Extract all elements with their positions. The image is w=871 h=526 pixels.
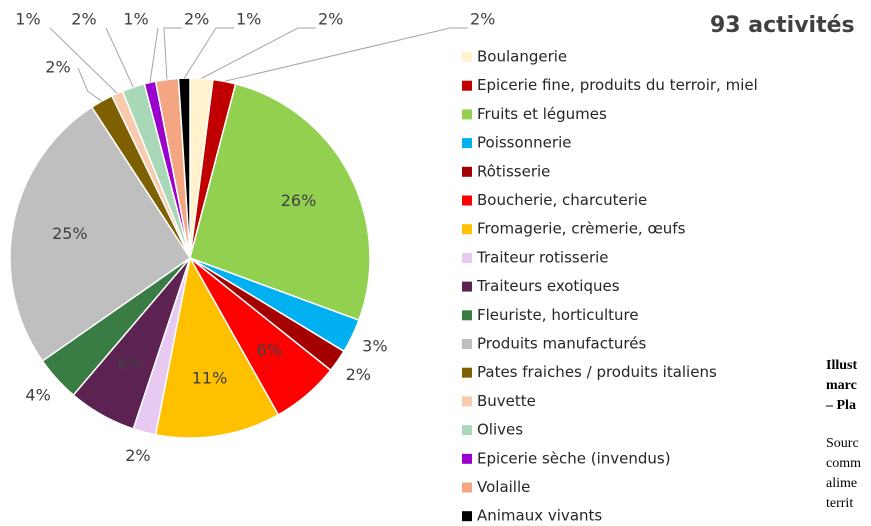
- legend-swatch: [462, 511, 472, 522]
- legend-swatch: [462, 425, 472, 436]
- chart-title: 93 activités: [710, 13, 855, 38]
- legend-swatch: [462, 310, 472, 321]
- caption-title: – Pla: [825, 398, 856, 413]
- legend-label: Rôtisserie: [477, 162, 550, 180]
- data-label: 3%: [362, 337, 387, 356]
- data-label: 6%: [117, 354, 142, 373]
- legend-swatch: [462, 281, 472, 292]
- legend-label: Poissonnerie: [477, 134, 571, 152]
- legend-label: Fleuriste, horticulture: [477, 306, 639, 324]
- legend-label: Epicerie sèche (invendus): [477, 449, 671, 467]
- legend-swatch: [462, 339, 472, 349]
- legend-label: Fromagerie, crèmerie, œufs: [477, 220, 686, 238]
- data-label: 2%: [184, 10, 209, 29]
- legend-label: Olives: [477, 421, 523, 439]
- leader-line: [163, 27, 182, 80]
- legend-swatch: [462, 166, 472, 177]
- legend-label: Produits manufacturés: [477, 335, 646, 353]
- legend-label: Pates fraiches / produits italiens: [477, 363, 717, 381]
- legend-swatch: [462, 80, 472, 91]
- legend-swatch: [462, 109, 472, 120]
- legend-swatch: [462, 396, 472, 407]
- data-label: 26%: [281, 191, 317, 210]
- data-label: 2%: [45, 58, 70, 77]
- leader-line: [224, 27, 468, 82]
- data-label: 11%: [192, 368, 228, 387]
- data-label: 1%: [236, 10, 261, 29]
- caption-text: territ: [826, 496, 853, 511]
- leader-line: [105, 27, 134, 88]
- legend-swatch: [462, 367, 472, 378]
- data-label: 6%: [257, 341, 282, 360]
- legend-swatch: [462, 138, 472, 149]
- legend-label: Volaille: [477, 478, 530, 496]
- legend-label: Traiteurs exotiques: [476, 277, 620, 295]
- legend-swatch: [462, 252, 472, 263]
- legend-label: Animaux vivants: [477, 507, 602, 525]
- caption-text: Sourc: [826, 436, 859, 451]
- caption-title: marc: [826, 378, 857, 393]
- data-label: 2%: [71, 10, 96, 29]
- data-label: 25%: [52, 224, 88, 243]
- data-label: 2%: [318, 10, 343, 29]
- legend-label: Epicerie fine, produits du terroir, miel: [477, 76, 758, 94]
- data-label: 2%: [125, 446, 150, 465]
- pie-slice: [189, 82, 371, 322]
- data-label: 1%: [123, 10, 148, 29]
- data-label: 4%: [25, 385, 50, 404]
- legend-label: Fruits et légumes: [477, 105, 607, 123]
- legend-swatch: [462, 224, 472, 235]
- legend-swatch: [462, 482, 472, 493]
- legend-label: Buvette: [477, 392, 536, 410]
- legend-swatch: [462, 453, 472, 464]
- pie-slice: [177, 77, 191, 259]
- legend-label: Boulangerie: [477, 48, 567, 66]
- leader-line: [183, 27, 234, 79]
- leader-line: [77, 67, 102, 102]
- caption-text: comm: [826, 456, 861, 471]
- legend-swatch: [462, 52, 472, 62]
- pie-slice: [9, 106, 192, 363]
- data-label: 2%: [346, 365, 371, 384]
- caption-title: Illust: [826, 358, 857, 373]
- leader-line: [201, 27, 316, 79]
- pie-slice: [154, 255, 280, 439]
- caption-text: alime: [826, 476, 857, 491]
- leader-line: [149, 27, 159, 83]
- legend-label: Traiteur rotisserie: [476, 248, 609, 266]
- data-label: 2%: [470, 10, 495, 29]
- data-label: 1%: [15, 10, 40, 29]
- leader-line: [49, 27, 118, 94]
- legend-label: Boucherie, charcuterie: [477, 191, 647, 209]
- legend-swatch: [462, 195, 472, 206]
